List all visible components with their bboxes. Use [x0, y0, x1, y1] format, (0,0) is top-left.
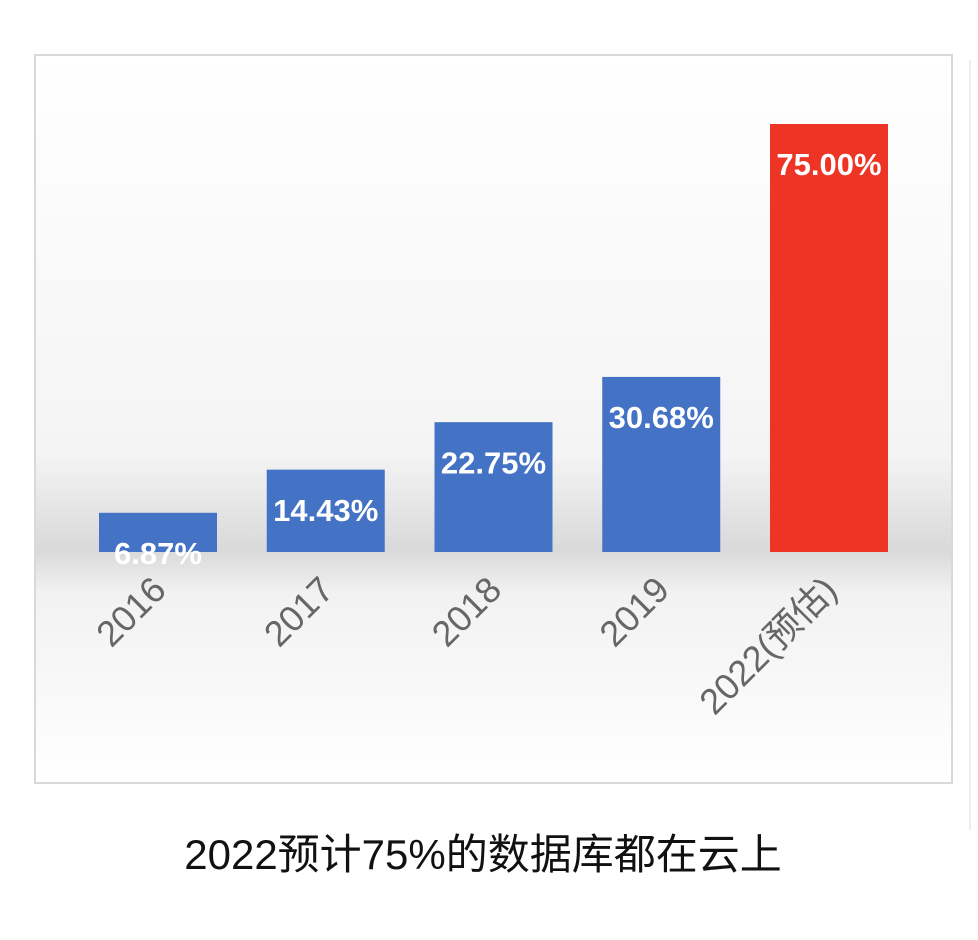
- bar: [770, 124, 888, 552]
- caption: 2022预计75%的数据库都在云上: [184, 831, 782, 878]
- value-label: 22.75%: [441, 445, 546, 480]
- value-label: 75.00%: [776, 147, 881, 182]
- bar: [434, 422, 553, 552]
- bar: [99, 512, 217, 552]
- value-label: 30.68%: [609, 400, 714, 435]
- value-label: 14.43%: [273, 493, 378, 528]
- bar: [602, 376, 721, 552]
- bar: [266, 469, 385, 552]
- value-label: 6.87%: [114, 536, 202, 571]
